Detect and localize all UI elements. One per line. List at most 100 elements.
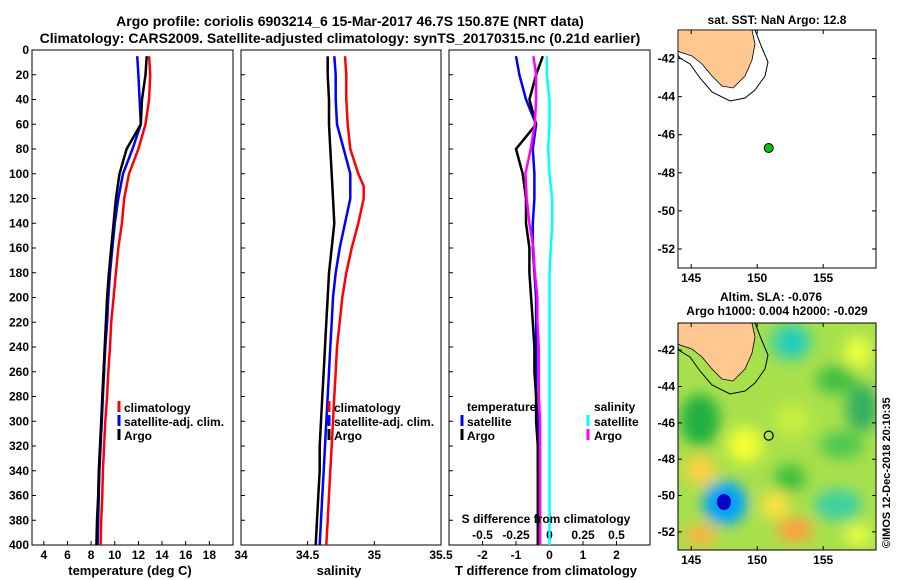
map-x-tick-label: 145	[681, 553, 701, 567]
difference-lines	[514, 55, 554, 545]
map-x-tick-label: 145	[681, 271, 701, 285]
sla-blob	[814, 489, 862, 521]
legend-label-climatology: climatology	[124, 401, 191, 415]
argo-position-marker	[763, 143, 774, 153]
series-line-climatology	[325, 56, 365, 545]
sst-map-title: sat. SST: NaN Argo: 12.8	[708, 13, 847, 27]
map-y-tick-label: -44	[658, 380, 676, 394]
sla-blob	[846, 384, 876, 432]
map-y-tick-label: -52	[658, 525, 676, 539]
x-tick-label: 18	[203, 548, 217, 562]
secondary-x-tick-label: 0.25	[571, 528, 595, 542]
x-tick-label: 0	[546, 548, 553, 562]
map-y-tick-label: -48	[658, 452, 676, 466]
difference-legend: temperature satellite Argo salinity sate…	[460, 400, 639, 443]
secondary-x-tick-label: -0.5	[472, 528, 493, 542]
y-tick-label: 40	[16, 93, 30, 107]
temperature-axes-box	[31, 49, 234, 546]
sst-map-ticks: -42 -44 -46 -48 -50 -52 145 150 155	[658, 30, 876, 285]
sla-map-title: Altim. SLA: -0.076	[720, 290, 822, 304]
x-tick-label: 2	[613, 548, 620, 562]
sla-blob	[844, 336, 872, 368]
y-tick-label: 100	[9, 167, 29, 181]
difference-ticks: -2 -1 0 1 2-0.5 -0.25 0 0.25 0.5	[449, 49, 625, 562]
difference-xlabel: T difference from climatology	[455, 563, 638, 578]
y-tick-label: 360	[9, 489, 29, 503]
argo-position-marker	[763, 430, 774, 441]
y-tick-label: 300	[9, 414, 29, 428]
sla-blob	[684, 525, 716, 545]
series-line-argo	[314, 56, 336, 545]
salinity-ticks: 34 34.5 35 35.5	[234, 49, 453, 562]
sla-field	[678, 323, 876, 545]
legend-label-satellite: satellite-adj. clim.	[334, 415, 434, 429]
map-y-tick-label: -52	[658, 242, 676, 256]
temperature-legend: climatology satellite-adj. clim. Argo	[117, 401, 224, 443]
map-x-tick-label: 155	[813, 271, 833, 285]
sla-low-core	[717, 494, 731, 510]
difference-secondary-xlabel: S difference from climatology	[462, 512, 631, 526]
difference-panel: -2 -1 0 1 2-0.5 -0.25 0 0.25 0.5 T difference fr…	[448, 49, 651, 578]
map-y-tick-label: -42	[658, 52, 676, 66]
map-x-tick-label: 150	[747, 271, 767, 285]
x-tick-label: 10	[108, 548, 122, 562]
series-line-argo	[95, 56, 148, 545]
sla-blob	[680, 394, 720, 446]
x-tick-label: 6	[64, 548, 71, 562]
x-tick-label: 4	[40, 548, 47, 562]
y-tick-label: 400	[9, 538, 29, 552]
legend-label-sal-satellite: satellite	[594, 415, 639, 429]
sla-blob	[777, 518, 813, 542]
series-line-salinity-argo	[524, 56, 542, 545]
tasmania-land	[678, 323, 756, 382]
y-tick-label: 180	[9, 266, 29, 280]
map-x-tick-label: 150	[747, 553, 767, 567]
y-tick-label: 0	[22, 43, 29, 57]
y-tick-label: 320	[9, 439, 29, 453]
legend-title-temperature: temperature	[467, 400, 537, 414]
figure-title-line1: Argo profile: coriolis 6903214_6 15-Mar-…	[116, 13, 584, 29]
sla-blob	[844, 525, 872, 545]
legend-label-argo: Argo	[334, 429, 362, 443]
salinity-lines	[314, 56, 365, 545]
y-tick-label: 240	[9, 340, 29, 354]
x-tick-label: 16	[179, 548, 193, 562]
y-tick-label: 340	[9, 464, 29, 478]
sst-map-panel: sat. SST: NaN Argo: 12.8 -42 -44 -46 -48 -50…	[658, 13, 877, 285]
map-y-tick-label: -50	[658, 204, 676, 218]
map-y-tick-label: -50	[658, 489, 676, 503]
watermark: ©IMOS 12-Dec-2018 20:10:35	[881, 397, 893, 548]
y-tick-label: 200	[9, 291, 29, 305]
shelf-contour	[678, 323, 769, 395]
map-y-tick-label: -42	[658, 343, 676, 357]
salinity-panel: 34 34.5 35 35.5 salinity climatology satell…	[234, 49, 453, 578]
temperature-panel: 0 20 40 60 80 100 120 140 160 180 200 220 240 260 280 3…	[9, 43, 234, 578]
sla-blob	[816, 366, 856, 394]
sla-map-subtitle: Argo h1000: 0.004 h2000: -0.029	[686, 304, 868, 318]
salinity-xlabel: salinity	[317, 563, 363, 578]
y-tick-label: 140	[9, 216, 29, 230]
map-x-tick-label: 155	[813, 553, 833, 567]
figure-title-line2: Climatology: CARS2009. Satellite-adjuste…	[40, 30, 641, 46]
legend-label-sal-argo: Argo	[594, 429, 622, 443]
sla-map-frame	[677, 322, 877, 551]
y-tick-label: 220	[9, 315, 29, 329]
temperature-lines	[95, 56, 152, 545]
series-line-satellite-adj-clim-	[318, 56, 352, 545]
legend-label-temp-argo: Argo	[467, 429, 495, 443]
y-tick-label: 120	[9, 192, 29, 206]
x-tick-label: -1	[511, 548, 522, 562]
map-y-tick-label: -44	[658, 90, 676, 104]
temperature-ticks: 0 20 40 60 80 100 120 140 160 180 200 220 240 260 280 3…	[9, 43, 216, 562]
x-tick-label: 34.5	[296, 548, 320, 562]
series-line-climatology	[99, 56, 152, 545]
series-line-salinity-satellite	[545, 56, 554, 545]
x-tick-label: 12	[132, 548, 146, 562]
temperature-xlabel: temperature (deg C)	[68, 563, 192, 578]
sla-blobs	[680, 323, 876, 545]
sla-blob	[774, 404, 810, 436]
sla-blob	[820, 431, 864, 459]
x-tick-label: 35.5	[429, 548, 453, 562]
legend-label-argo: Argo	[124, 429, 152, 443]
